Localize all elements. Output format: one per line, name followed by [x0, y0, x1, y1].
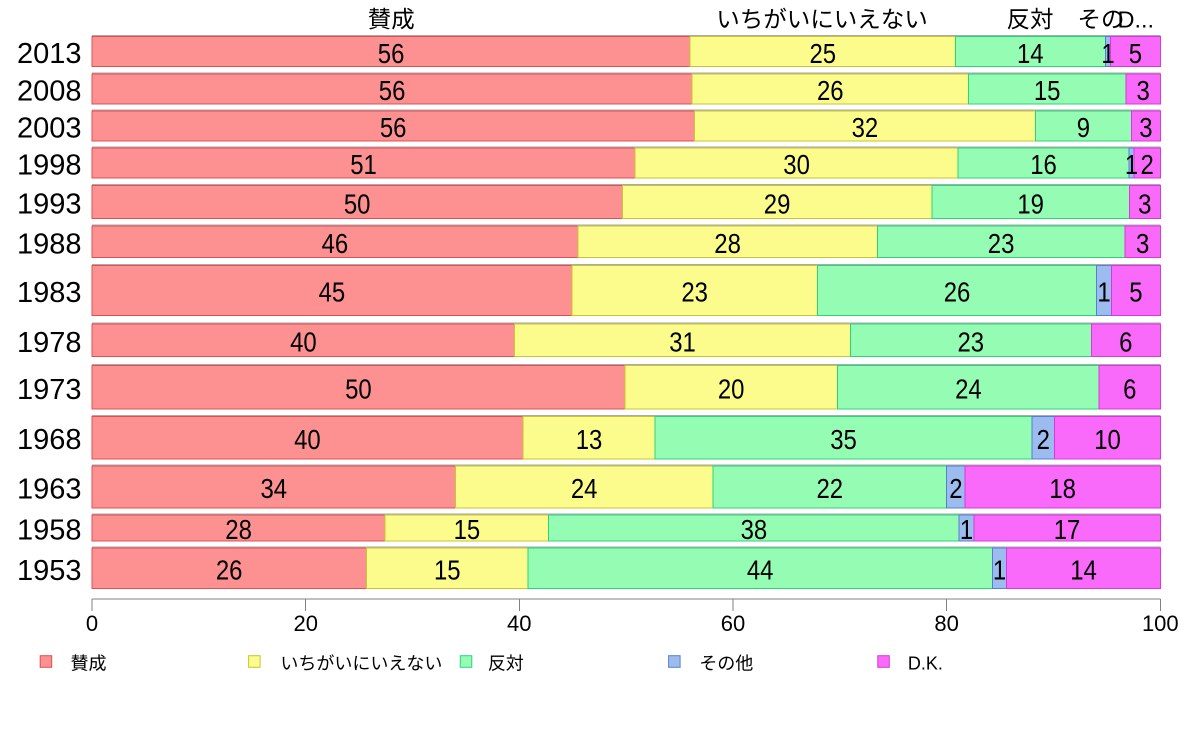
- svg-text:60: 60: [721, 611, 745, 636]
- svg-text:44: 44: [747, 555, 774, 586]
- svg-text:1: 1: [1097, 277, 1110, 308]
- svg-text:31: 31: [669, 327, 696, 358]
- svg-text:14: 14: [1070, 555, 1097, 586]
- svg-text:1978: 1978: [17, 327, 82, 359]
- svg-text:29: 29: [764, 188, 791, 219]
- svg-text:1: 1: [993, 555, 1006, 586]
- svg-text:D.K.: D.K.: [908, 654, 943, 674]
- svg-text:25: 25: [810, 38, 837, 69]
- svg-text:D...: D...: [1118, 7, 1155, 33]
- svg-text:2008: 2008: [17, 75, 82, 107]
- svg-text:24: 24: [955, 374, 982, 405]
- svg-text:26: 26: [944, 277, 971, 308]
- svg-text:1973: 1973: [17, 374, 82, 406]
- svg-text:38: 38: [741, 514, 768, 545]
- svg-text:45: 45: [319, 277, 346, 308]
- svg-text:1983: 1983: [17, 277, 82, 309]
- svg-text:2003: 2003: [17, 113, 82, 145]
- svg-text:1968: 1968: [17, 424, 82, 456]
- svg-text:23: 23: [681, 277, 708, 308]
- svg-text:16: 16: [1030, 149, 1057, 180]
- svg-text:28: 28: [225, 514, 252, 545]
- svg-text:30: 30: [783, 149, 810, 180]
- svg-text:46: 46: [322, 228, 349, 259]
- svg-text:1958: 1958: [17, 515, 82, 547]
- svg-text:28: 28: [714, 228, 741, 259]
- svg-text:50: 50: [344, 188, 371, 219]
- svg-text:56: 56: [379, 75, 406, 106]
- svg-text:50: 50: [345, 374, 372, 405]
- svg-text:2013: 2013: [17, 38, 82, 70]
- svg-text:40: 40: [294, 424, 321, 455]
- svg-text:56: 56: [380, 112, 407, 143]
- svg-text:1953: 1953: [17, 555, 82, 587]
- svg-text:20: 20: [718, 374, 745, 405]
- svg-text:22: 22: [817, 473, 844, 504]
- svg-text:40: 40: [507, 611, 531, 636]
- svg-text:35: 35: [830, 424, 857, 455]
- svg-text:15: 15: [454, 514, 481, 545]
- svg-text:5: 5: [1129, 277, 1142, 308]
- svg-text:17: 17: [1054, 514, 1081, 545]
- svg-text:1963: 1963: [17, 473, 82, 505]
- svg-text:1998: 1998: [17, 149, 82, 181]
- svg-text:3: 3: [1136, 228, 1149, 259]
- svg-text:3: 3: [1139, 112, 1152, 143]
- svg-text:2: 2: [1141, 149, 1154, 180]
- svg-text:24: 24: [571, 473, 598, 504]
- svg-text:15: 15: [1034, 75, 1061, 106]
- svg-text:23: 23: [958, 327, 985, 358]
- svg-text:0: 0: [86, 611, 98, 636]
- svg-text:51: 51: [350, 149, 377, 180]
- svg-text:3: 3: [1136, 75, 1149, 106]
- svg-text:20: 20: [293, 611, 317, 636]
- svg-text:10: 10: [1094, 424, 1121, 455]
- svg-text:40: 40: [290, 327, 317, 358]
- svg-text:1988: 1988: [17, 228, 82, 260]
- svg-text:1: 1: [1125, 149, 1138, 180]
- svg-text:56: 56: [378, 38, 405, 69]
- svg-text:2: 2: [1037, 424, 1050, 455]
- svg-text:3: 3: [1138, 188, 1151, 219]
- svg-text:13: 13: [576, 424, 603, 455]
- svg-text:9: 9: [1077, 112, 1090, 143]
- svg-text:14: 14: [1017, 38, 1044, 69]
- svg-text:6: 6: [1119, 327, 1132, 358]
- svg-text:6: 6: [1123, 374, 1136, 405]
- svg-text:23: 23: [988, 228, 1015, 259]
- svg-text:1: 1: [1101, 38, 1114, 69]
- svg-text:26: 26: [216, 555, 243, 586]
- svg-text:32: 32: [852, 112, 879, 143]
- svg-text:1993: 1993: [17, 189, 82, 221]
- svg-text:34: 34: [261, 473, 288, 504]
- svg-text:19: 19: [1017, 188, 1044, 219]
- svg-text:26: 26: [817, 75, 844, 106]
- svg-text:5: 5: [1129, 38, 1142, 69]
- svg-text:2: 2: [949, 473, 962, 504]
- svg-text:100: 100: [1142, 611, 1179, 636]
- svg-text:80: 80: [934, 611, 958, 636]
- svg-text:1: 1: [960, 514, 973, 545]
- svg-text:18: 18: [1049, 473, 1076, 504]
- svg-text:15: 15: [434, 555, 461, 586]
